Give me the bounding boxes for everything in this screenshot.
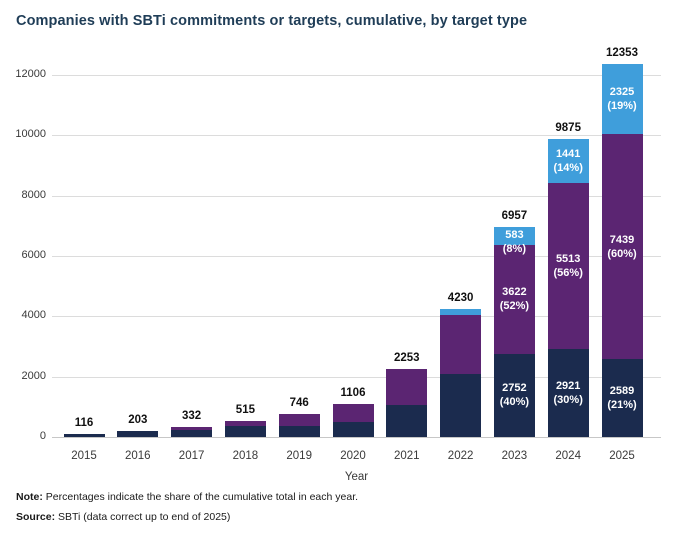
y-tick-label-0: 0 xyxy=(39,430,46,442)
x-tick-2021: 2021 xyxy=(394,450,420,462)
x-tick-2019: 2019 xyxy=(286,450,312,462)
source-label: Source: xyxy=(16,511,56,523)
x-tick-2022: 2022 xyxy=(447,450,474,462)
bar-total-label-2021: 2253 xyxy=(394,352,420,365)
bar-segment-2017-navy xyxy=(171,429,213,437)
bar-segment-2025-navy xyxy=(601,358,643,437)
x-tick-2020: 2020 xyxy=(340,450,366,462)
segment-label-2025-navy: 2589 (21%) xyxy=(607,384,637,411)
gridline-0 xyxy=(52,437,661,438)
segment-label-2024-blue: 1441 (14%) xyxy=(553,147,583,174)
bar-segment-2019-purple xyxy=(278,414,320,427)
bar-total-label-2017: 332 xyxy=(182,409,202,422)
y-tick-label-12000: 12000 xyxy=(15,68,46,80)
bar-total-label-2016: 203 xyxy=(128,413,148,426)
y-tick-label-2000: 2000 xyxy=(21,369,46,382)
bar-segment-2016-navy xyxy=(117,430,159,437)
x-tick-2024: 2024 xyxy=(555,450,581,462)
bar-total-label-2022: 4230 xyxy=(447,292,474,305)
segment-label-2024-navy: 2921 (30%) xyxy=(553,379,583,406)
bar-segment-2020-purple xyxy=(332,403,374,422)
bar-segment-2023-navy xyxy=(493,353,535,437)
bar-segment-2024-purple xyxy=(547,182,589,349)
bar-segment-2022-purple xyxy=(440,314,482,374)
x-tick-2018: 2018 xyxy=(232,450,259,462)
x-tick-2015: 2015 xyxy=(71,450,97,462)
gridline-6000 xyxy=(52,256,661,257)
source-line: Source: SBTi (data correct up to end of … xyxy=(16,511,230,523)
y-tick-label-6000: 6000 xyxy=(21,249,46,261)
segment-label-2023-navy: 2752 (40%) xyxy=(499,382,530,409)
bar-segment-2024-blue xyxy=(547,139,589,183)
x-axis-title: Year xyxy=(344,471,369,483)
bar-segment-2022-blue xyxy=(440,309,482,315)
segment-label-2023-purple: 3622 (52%) xyxy=(499,286,530,313)
bar-segment-2018-purple xyxy=(224,421,266,427)
gridline-10000 xyxy=(52,135,661,137)
bar-segment-2019-navy xyxy=(278,426,320,437)
note-line: Note: Percentages indicate the share of … xyxy=(16,491,358,503)
note-label: Note: xyxy=(16,491,43,503)
note-text: Percentages indicate the share of the cu… xyxy=(42,491,359,503)
bar-total-label-2020: 1106 xyxy=(340,386,366,399)
bar-segment-2025-purple xyxy=(601,134,643,359)
bar-segment-2024-navy xyxy=(547,348,589,437)
bar-total-label-2025: 12353 xyxy=(606,47,638,60)
bar-total-label-2018: 515 xyxy=(235,404,255,417)
gridline-12000 xyxy=(52,75,661,76)
bar-segment-2022-navy xyxy=(440,373,482,437)
gridline-8000 xyxy=(52,195,661,197)
segment-label-2025-purple: 7439 (60%) xyxy=(607,233,637,260)
source-text: SBTi (data correct up to end of 2025) xyxy=(55,511,231,523)
x-tick-2023: 2023 xyxy=(501,450,528,462)
bar-segment-2023-blue xyxy=(493,227,535,245)
x-tick-2025: 2025 xyxy=(609,450,635,462)
bar-segment-2023-purple xyxy=(493,244,535,354)
y-tick-label-4000: 4000 xyxy=(21,309,46,322)
gridline-4000 xyxy=(52,316,661,318)
segment-label-2023-blue: 583 (8%) xyxy=(502,229,526,256)
bar-total-label-2015: 116 xyxy=(74,416,94,429)
y-tick-label-8000: 8000 xyxy=(21,188,46,201)
bar-segment-2021-navy xyxy=(386,404,428,437)
x-tick-2016: 2016 xyxy=(125,450,151,462)
segment-label-2025-blue: 2325 (19%) xyxy=(607,86,637,113)
bar-total-label-2019: 746 xyxy=(289,397,309,410)
bar-segment-2020-navy xyxy=(332,421,374,437)
bar-segment-2021-purple xyxy=(386,369,428,405)
bar-segment-2025-blue xyxy=(601,64,643,135)
gridline-2000 xyxy=(52,376,661,378)
segment-label-2024-purple: 5513 (56%) xyxy=(553,252,583,279)
x-tick-2017: 2017 xyxy=(178,450,205,462)
bar-segment-2015-navy xyxy=(63,433,105,437)
bar-segment-2018-navy xyxy=(224,426,266,437)
y-tick-label-10000: 10000 xyxy=(15,128,46,141)
bar-total-label-2024: 9875 xyxy=(555,122,581,135)
chart-title: Companies with SBTi commitments or targe… xyxy=(16,13,528,29)
bar-total-label-2023: 6957 xyxy=(501,210,528,223)
bar-segment-2017-purple xyxy=(171,426,213,430)
